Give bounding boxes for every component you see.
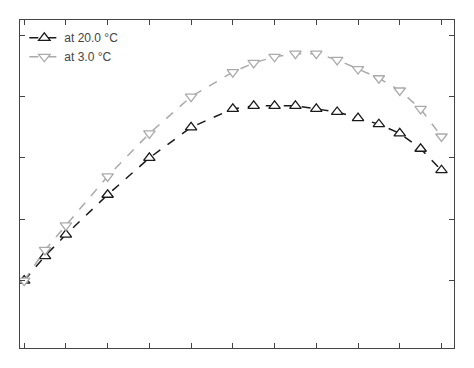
svg-text:at 20.0 °C: at 20.0 °C bbox=[64, 31, 118, 45]
svg-text:at 3.0 °C: at 3.0 °C bbox=[64, 50, 111, 64]
